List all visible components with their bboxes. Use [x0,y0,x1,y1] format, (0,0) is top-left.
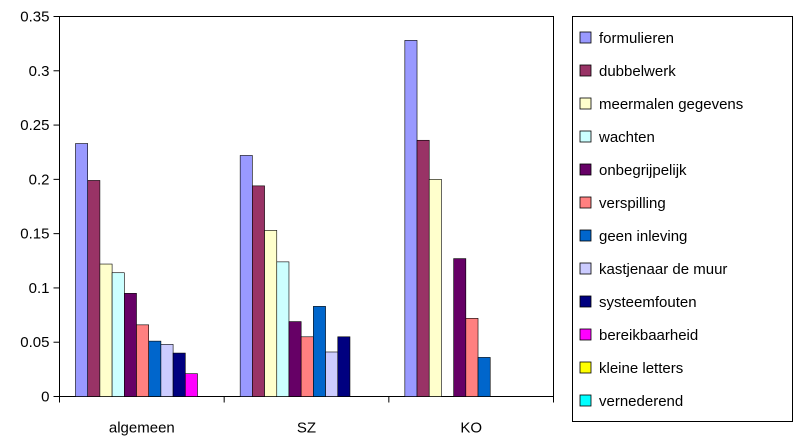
bar [87,180,101,397]
legend-label: kastjenaar de muur [599,261,727,278]
bar [252,185,265,397]
bars-group [75,40,491,397]
legend-swatch [579,64,592,77]
bar [185,373,198,397]
legend-swatch [579,31,592,44]
legend-label: kleine letters [599,360,683,377]
axes-group: 0 0.05 0.1 0.15 0.2 0.25 0.3 0.35 algemeen SZ KO [20,9,554,437]
legend-label: verspilling [599,195,666,212]
y-tick-label: 0.2 [29,171,50,188]
legend-label: geen inleving [599,228,687,245]
bar [313,306,326,397]
bar [172,352,186,397]
x-tick-label: KO [460,420,482,437]
bar [325,351,339,397]
legend-swatch [579,361,592,374]
legend-box [572,16,793,422]
bar [124,293,137,397]
bar [288,321,302,397]
y-tick-label: 0.15 [20,226,49,243]
bar [453,258,467,397]
bar [264,230,278,397]
bar [99,263,113,397]
bar [300,336,314,397]
y-tick-label: 0.1 [29,280,50,297]
legend-swatch [579,97,592,110]
bar [428,179,442,397]
legend-label: bereikbaarheid [599,327,698,344]
legend: formulieren dubbelwerk meermalen gegevens w… [572,16,793,422]
bar [337,336,351,397]
bar [75,143,88,397]
legend-swatch [579,394,592,407]
bar [276,261,290,397]
legend-label: onbegrijpelijk [599,162,687,179]
bar [465,318,479,397]
legend-swatch [579,196,592,209]
bar [404,40,418,397]
y-tick-label: 0.35 [20,9,49,26]
legend-label: meermalen gegevens [599,96,743,113]
legend-swatch [579,130,592,143]
y-tick-label: 0.05 [20,334,49,351]
x-tick-label: algemeen [109,420,175,437]
bar [416,139,430,397]
bar [477,357,491,397]
bar [148,340,162,397]
legend-label: systeemfouten [599,294,697,311]
legend-swatch [579,328,592,341]
bar [111,272,125,397]
legend-label: vernederend [599,393,683,410]
y-tick-label: 0.3 [29,63,50,80]
legend-swatch [579,262,592,275]
bar [160,344,174,397]
legend-swatch [579,229,592,242]
x-tick-label: SZ [297,420,316,437]
legend-swatch [579,163,592,176]
bar [239,155,253,397]
y-tick-label: 0.25 [20,117,49,134]
y-tick-label: 0 [41,389,49,406]
legend-swatch [579,295,592,308]
legend-label: wachten [598,129,655,146]
legend-label: formulieren [599,30,674,47]
legend-label: dubbelwerk [599,63,676,80]
bar [136,324,149,397]
